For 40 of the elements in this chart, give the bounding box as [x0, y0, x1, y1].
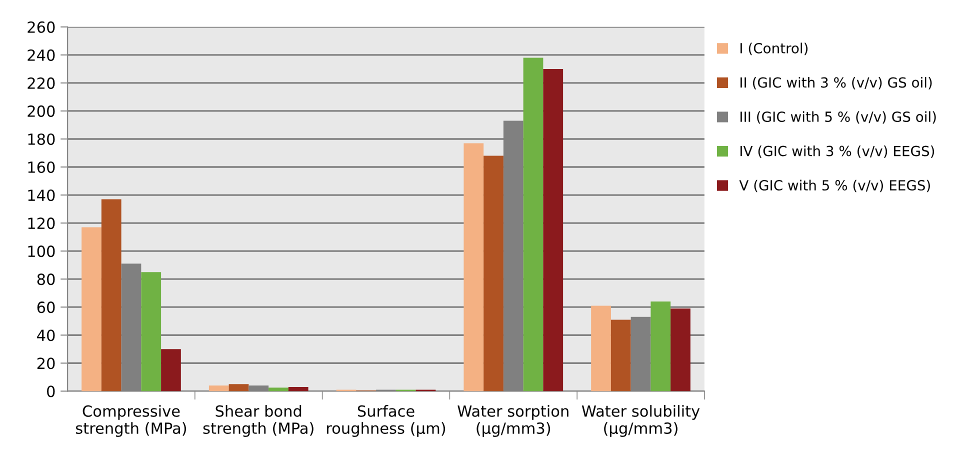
- y-tick-label: 100: [28, 246, 55, 258]
- y-tick-label: 40: [37, 330, 55, 342]
- y-tick-label: 20: [37, 358, 55, 370]
- legend-label: IV (GIC with 3 % (v/v) EEGS): [740, 146, 934, 158]
- bar: [670, 308, 690, 392]
- bar: [228, 384, 249, 392]
- legend-label: II (GIC with 3 % (v/v) GS oil): [740, 76, 932, 90]
- legend-label: I (Control): [740, 42, 808, 56]
- y-tick-label: 240: [28, 49, 55, 61]
- x-tick-label: Water sorption (µg/mm3): [458, 405, 568, 437]
- y-tick-label: 260: [28, 21, 55, 33]
- y-tick-label: 120: [28, 218, 55, 230]
- x-tick-label: Shear bond strength (MPa): [203, 405, 314, 437]
- bar: [288, 386, 308, 392]
- y-tick-label: 200: [28, 105, 55, 117]
- bar: [101, 199, 122, 392]
- bar: [523, 58, 544, 392]
- bar: [161, 349, 181, 392]
- y-tick-label: 80: [37, 274, 55, 286]
- bar: [650, 301, 671, 392]
- bar: [141, 272, 162, 392]
- y-tick-label: 60: [37, 302, 55, 314]
- y-tick-label: 0: [47, 386, 55, 398]
- bar: [82, 227, 102, 392]
- x-tick-label: Surface roughness (µm): [327, 405, 446, 437]
- bar: [208, 386, 229, 392]
- legend-label: V (GIC with 5 % (v/v) EEGS): [739, 180, 930, 192]
- legend-label: III (GIC with 5 % (v/v) GS oil): [740, 111, 936, 124]
- bar: [484, 156, 504, 392]
- bar: [610, 320, 631, 392]
- bar: [591, 306, 611, 392]
- y-tick-label: 160: [28, 161, 55, 174]
- bar: [268, 388, 288, 392]
- y-tick-label: 220: [28, 77, 55, 89]
- x-tick-label: Compressive strength (MPa): [76, 405, 186, 437]
- x-tick-label: Water solubility (µg/mm3): [582, 405, 700, 437]
- bar: [543, 68, 564, 392]
- y-tick-label: 180: [28, 133, 55, 146]
- y-tick-label: 140: [28, 189, 55, 202]
- bar: [464, 143, 484, 392]
